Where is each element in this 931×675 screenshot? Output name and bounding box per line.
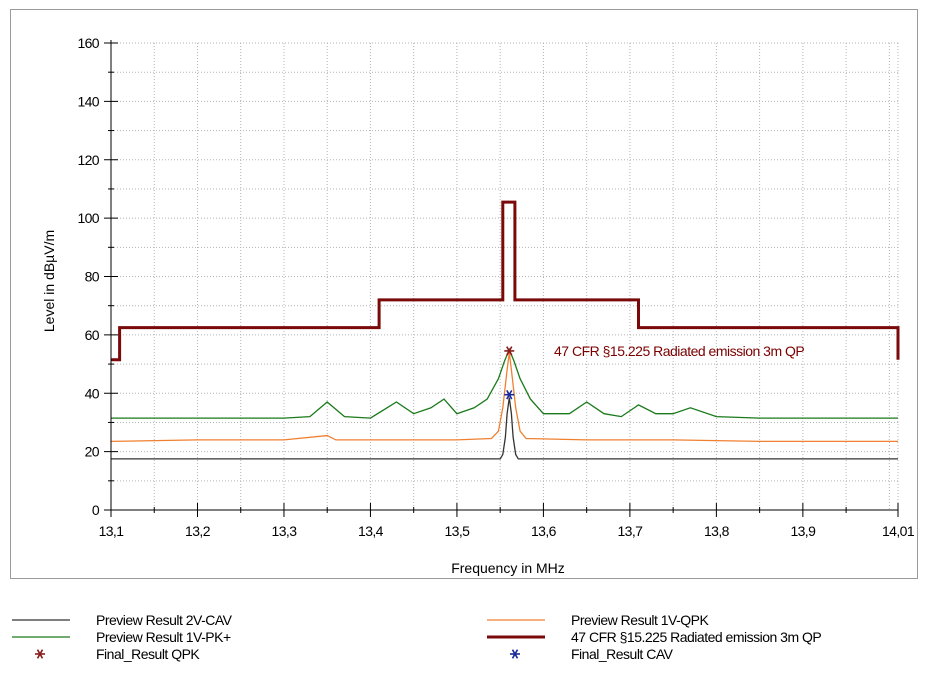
legend-item: Preview Result 1V-QPK [485, 611, 709, 629]
legend-item: 47 CFR §15.225 Radiated emission 3m QP [485, 628, 822, 646]
legend-label: 47 CFR §15.225 Radiated emission 3m QP [571, 629, 822, 645]
y-tick-label: 40 [85, 385, 100, 401]
x-tick-label: 13,1 [99, 523, 125, 539]
x-tick-label: 13,6 [531, 523, 557, 539]
x-tick-label: 13,3 [272, 523, 298, 539]
y-tick-label: 140 [77, 93, 99, 109]
series-line-3 [111, 200, 900, 362]
legend-swatch [485, 645, 545, 663]
series-line-0 [111, 397, 898, 460]
legend-swatch [10, 611, 70, 629]
legend: Preview Result 2V-CAV Preview Result 1V-P… [0, 598, 931, 675]
x-tick-label: 13,9 [790, 523, 816, 539]
limit-annotation: 47 CFR §15.225 Radiated emission 3m QP [554, 343, 804, 359]
legend-label: Preview Result 1V-QPK [571, 612, 709, 628]
y-tick-label: 80 [85, 269, 100, 285]
y-axis-title: Level in dBµV/m [41, 230, 57, 332]
legend-item: Final_Result CAV [485, 645, 673, 663]
legend-swatch [485, 628, 545, 646]
legend-label: Preview Result 1V-PK+ [96, 629, 231, 645]
legend-marker-icon [510, 649, 520, 659]
chart-frame: 0 20 40 60 80 100 120 140 160 13,1 13,2 13,3 13,4 13,… [10, 9, 918, 579]
y-tick-label: 120 [77, 152, 99, 168]
emission-chart: 0 20 40 60 80 100 120 140 160 13,1 13,2 13,3 13,4 13,… [41, 35, 915, 576]
x-tick-label: 13,2 [185, 523, 211, 539]
y-tick-label: 160 [77, 35, 99, 51]
axes: 0 20 40 60 80 100 120 140 160 13,1 13,2 13,3 13,4 13,… [77, 35, 915, 539]
legend-label: Final_Result CAV [571, 646, 673, 662]
marker-5 [504, 389, 515, 400]
x-tick-label: 14,01 [882, 523, 915, 539]
x-tick-label: 13,8 [704, 523, 730, 539]
y-tick-label: 20 [85, 444, 100, 460]
y-tick-label: 60 [85, 327, 100, 343]
y-tick-label: 100 [77, 210, 99, 226]
legend-swatch [485, 611, 545, 629]
y-tick-label: 0 [92, 502, 100, 518]
series-line-1 [110, 352, 898, 443]
x-tick-label: 13,5 [445, 523, 471, 539]
legend-swatch [10, 628, 70, 646]
series-line-2 [111, 347, 898, 419]
legend-item: Preview Result 1V-PK+ [10, 628, 231, 646]
x-tick-label: 13,7 [617, 523, 643, 539]
legend-item: Final_Result QPK [10, 645, 200, 663]
x-tick-label: 13,4 [358, 523, 384, 539]
legend-marker-icon [35, 649, 45, 659]
series-layer [110, 200, 900, 460]
x-axis-title: Frequency in MHz [451, 560, 565, 576]
legend-label: Final_Result QPK [96, 646, 200, 662]
legend-item: Preview Result 2V-CAV [10, 611, 232, 629]
legend-swatch [10, 645, 70, 663]
marker-4 [504, 346, 515, 356]
legend-label: Preview Result 2V-CAV [96, 612, 232, 628]
